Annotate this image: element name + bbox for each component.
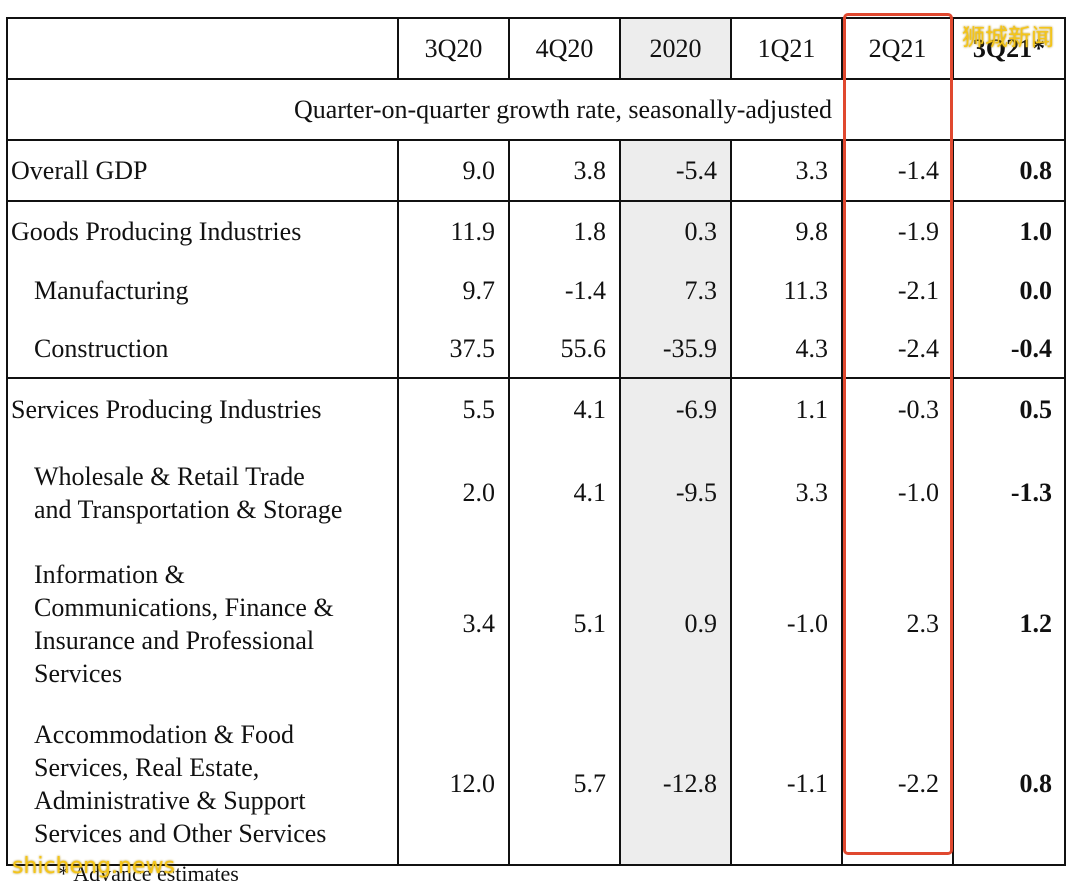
table-row: Accommodation & Food Services, Real Esta… bbox=[6, 704, 1066, 866]
watermark-top: 狮城新闻 bbox=[962, 25, 1054, 51]
row-label-line: Administrative & Support bbox=[34, 786, 306, 815]
cell-2q21: -1.4 bbox=[842, 140, 954, 202]
cell-1q21: 11.3 bbox=[731, 261, 843, 320]
cell-1q21: 3.3 bbox=[731, 441, 843, 544]
cell-2q21: -0.3 bbox=[842, 378, 954, 441]
cell-2020: -12.8 bbox=[620, 704, 732, 866]
cell-3q20: 37.5 bbox=[398, 320, 510, 379]
cell-2020: -9.5 bbox=[620, 441, 732, 544]
cell-1q21: 9.8 bbox=[731, 201, 843, 261]
cell-2q21: -2.2 bbox=[842, 704, 954, 866]
table-row: Goods Producing Industries 11.9 1.8 0.3 … bbox=[6, 201, 1066, 261]
cell-2020: -6.9 bbox=[620, 378, 732, 441]
cell-3q21: 1.2 bbox=[953, 544, 1066, 704]
subheader-row: Quarter-on-quarter growth rate, seasonal… bbox=[6, 79, 1066, 141]
cell-2020: 0.9 bbox=[620, 544, 732, 704]
cell-2q21: -1.9 bbox=[842, 201, 954, 261]
row-label: Wholesale & Retail Trade and Transportat… bbox=[6, 441, 399, 544]
row-label: Accommodation & Food Services, Real Esta… bbox=[6, 704, 399, 866]
row-label: Services Producing Industries bbox=[6, 378, 399, 441]
cell-2020: -35.9 bbox=[620, 320, 732, 379]
cell-3q21: 1.0 bbox=[953, 201, 1066, 261]
row-label-line: Communications, Finance & bbox=[34, 593, 334, 622]
cell-2q21: -2.4 bbox=[842, 320, 954, 379]
row-label-line: Services, Real Estate, bbox=[34, 753, 260, 782]
cell-1q21: 1.1 bbox=[731, 378, 843, 441]
gdp-growth-table: 3Q20 4Q20 2020 1Q21 2Q21 3Q21* Quarter-o… bbox=[6, 17, 1066, 866]
table-row: Manufacturing 9.7 -1.4 7.3 11.3 -2.1 0.0 bbox=[6, 261, 1066, 320]
cell-2q21: -1.0 bbox=[842, 441, 954, 544]
cell-3q21: -1.3 bbox=[953, 441, 1066, 544]
subheader-text: Quarter-on-quarter growth rate, seasonal… bbox=[6, 79, 842, 141]
cell-3q21: 0.8 bbox=[953, 140, 1066, 202]
cell-4q20: 55.6 bbox=[509, 320, 621, 379]
row-label-line: Accommodation & Food bbox=[34, 720, 294, 749]
row-label-line: Wholesale & Retail Trade bbox=[34, 461, 305, 491]
cell-3q20: 9.7 bbox=[398, 261, 510, 320]
row-label-line: Insurance and Professional bbox=[34, 626, 315, 655]
header-2020: 2020 bbox=[619, 17, 732, 80]
cell-3q20: 11.9 bbox=[398, 201, 510, 261]
row-label-line: Information & bbox=[34, 560, 185, 589]
header-blank-cell bbox=[6, 17, 399, 80]
cell-1q21: -1.0 bbox=[731, 544, 843, 704]
row-label: Overall GDP bbox=[6, 140, 399, 202]
row-label: Goods Producing Industries bbox=[6, 201, 399, 261]
cell-4q20: -1.4 bbox=[509, 261, 621, 320]
footnote: * Advance estimates bbox=[58, 861, 239, 886]
cell-3q20: 5.5 bbox=[398, 378, 510, 441]
header-1q21: 1Q21 bbox=[730, 17, 843, 80]
table-row: Wholesale & Retail Trade and Transportat… bbox=[6, 441, 1066, 544]
cell-2q21: 2.3 bbox=[842, 544, 954, 704]
cell-4q20: 5.7 bbox=[509, 704, 621, 866]
watermark-bottom: shicheng.news bbox=[12, 854, 175, 879]
table-row: Information & Communications, Finance & … bbox=[6, 544, 1066, 704]
header-3q21: 3Q21* bbox=[952, 17, 1066, 80]
row-label-line: and Transportation & Storage bbox=[34, 494, 343, 524]
cell-3q20: 12.0 bbox=[398, 704, 510, 866]
cell-4q20: 4.1 bbox=[509, 378, 621, 441]
cell-4q20: 1.8 bbox=[509, 201, 621, 261]
cell-3q20: 3.4 bbox=[398, 544, 510, 704]
cell-1q21: 3.3 bbox=[731, 140, 843, 202]
subheader-blank bbox=[842, 79, 1066, 141]
header-3q20: 3Q20 bbox=[397, 17, 510, 80]
cell-4q20: 3.8 bbox=[509, 140, 621, 202]
cell-3q20: 9.0 bbox=[398, 140, 510, 202]
row-label: Construction bbox=[6, 320, 399, 379]
header-2q21: 2Q21 bbox=[841, 17, 954, 80]
row-label: Manufacturing bbox=[6, 261, 399, 320]
row-label: Information & Communications, Finance & … bbox=[6, 544, 399, 704]
cell-3q21: 0.0 bbox=[953, 261, 1066, 320]
cell-2q21: -2.1 bbox=[842, 261, 954, 320]
cell-4q20: 5.1 bbox=[509, 544, 621, 704]
cell-3q21: -0.4 bbox=[953, 320, 1066, 379]
cell-3q20: 2.0 bbox=[398, 441, 510, 544]
gdp-growth-table-container: 3Q20 4Q20 2020 1Q21 2Q21 3Q21* Quarter-o… bbox=[6, 17, 1066, 866]
table-row: Services Producing Industries 5.5 4.1 -6… bbox=[6, 378, 1066, 441]
cell-1q21: -1.1 bbox=[731, 704, 843, 866]
row-label-line: Services bbox=[34, 659, 123, 688]
table-row: Overall GDP 9.0 3.8 -5.4 3.3 -1.4 0.8 bbox=[6, 140, 1066, 202]
cell-2020: -5.4 bbox=[620, 140, 732, 202]
table-row: Construction 37.5 55.6 -35.9 4.3 -2.4 -0… bbox=[6, 320, 1066, 379]
cell-1q21: 4.3 bbox=[731, 320, 843, 379]
cell-2020: 0.3 bbox=[620, 201, 732, 261]
cell-4q20: 4.1 bbox=[509, 441, 621, 544]
cell-3q21: 0.5 bbox=[953, 378, 1066, 441]
header-4q20: 4Q20 bbox=[508, 17, 621, 80]
header-row: 3Q20 4Q20 2020 1Q21 2Q21 3Q21* bbox=[6, 17, 1066, 80]
cell-3q21: 0.8 bbox=[953, 704, 1066, 866]
row-label-line: Services and Other Services bbox=[34, 819, 327, 848]
cell-2020: 7.3 bbox=[620, 261, 732, 320]
